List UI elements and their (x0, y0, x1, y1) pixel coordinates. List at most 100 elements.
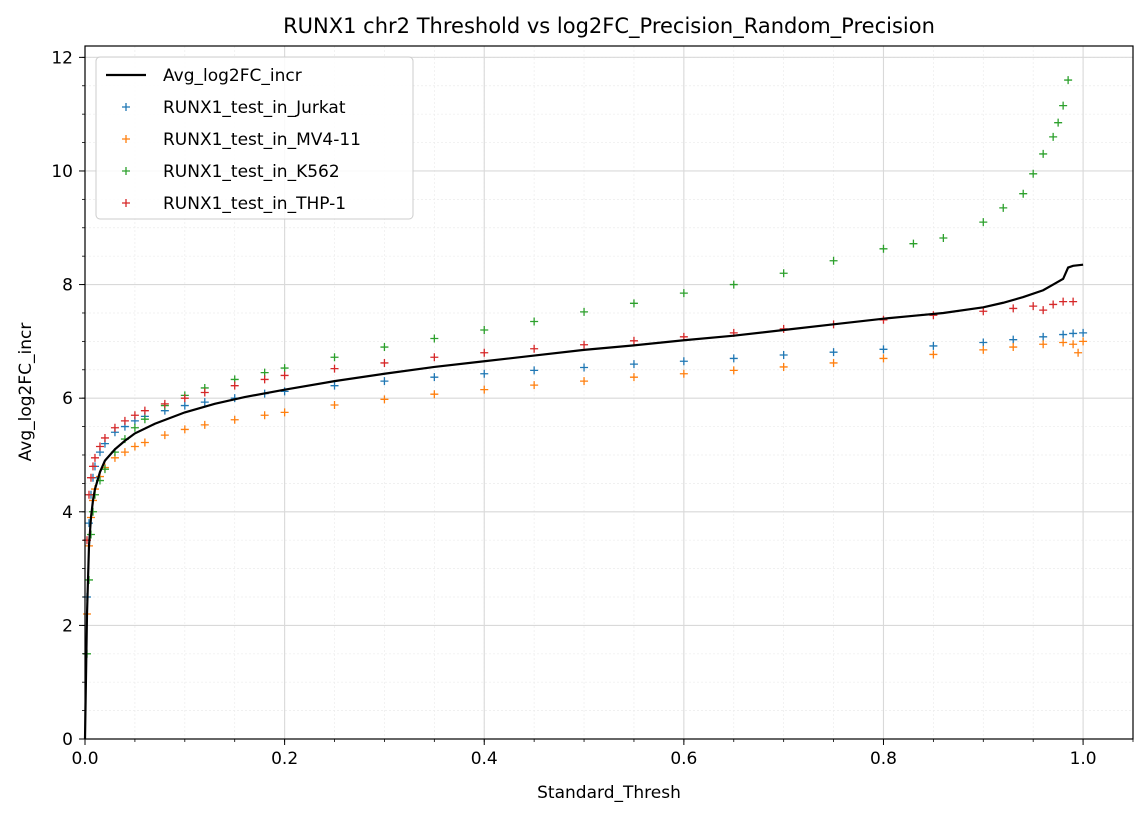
data-point (1079, 337, 1088, 346)
legend-marker (122, 135, 130, 143)
y-tick-label: 0 (62, 730, 73, 750)
data-point (88, 462, 97, 471)
data-point (580, 340, 589, 349)
data-point (979, 218, 988, 227)
data-point (729, 366, 738, 375)
data-point (380, 377, 389, 386)
data-point (330, 400, 339, 409)
data-point (160, 399, 169, 408)
data-point (829, 348, 838, 357)
data-point (200, 398, 209, 407)
series-4 (82, 297, 1078, 545)
data-point (480, 348, 489, 357)
data-point (330, 353, 339, 362)
data-point (90, 453, 99, 462)
data-point (979, 307, 988, 316)
data-point (120, 448, 129, 457)
data-point (140, 438, 149, 447)
data-point (1074, 348, 1083, 357)
data-point (1049, 300, 1058, 309)
data-point (140, 415, 149, 424)
data-point (100, 433, 109, 442)
data-point (330, 381, 339, 390)
y-axis-label: Avg_log2FC_incr (16, 323, 36, 462)
series-3 (82, 76, 1073, 658)
avg-line (83, 263, 1084, 740)
data-point (679, 369, 688, 378)
data-point (1054, 118, 1063, 127)
legend: Avg_log2FC_incr RUNX1_test_in_Jurkat RUNX1… (95, 56, 414, 220)
data-point (480, 369, 489, 378)
data-point (909, 239, 918, 248)
data-point (979, 338, 988, 347)
data-point (130, 423, 139, 432)
data-point (1069, 297, 1078, 306)
x-tick-label: 0.8 (870, 749, 897, 769)
x-tick-label: 0.4 (471, 749, 498, 769)
data-point (1039, 332, 1048, 341)
data-point (180, 401, 189, 410)
data-point (879, 345, 888, 354)
data-point (200, 388, 209, 397)
data-point (1059, 297, 1068, 306)
legend-marker (122, 199, 130, 207)
data-point (629, 373, 638, 382)
data-point (530, 317, 539, 326)
data-point (779, 269, 788, 278)
x-tick-label: 1.0 (1070, 749, 1097, 769)
data-point (679, 289, 688, 298)
y-tick-label: 12 (51, 48, 73, 68)
chart-title: RUNX1 chr2 Threshold vs log2FC_Precision… (283, 14, 935, 39)
y-tick-label: 4 (62, 503, 73, 523)
data-point (779, 351, 788, 360)
data-point (879, 244, 888, 253)
data-point (380, 358, 389, 367)
data-point (260, 411, 269, 420)
y-tick-label: 8 (62, 276, 73, 296)
data-point (929, 350, 938, 359)
data-point (130, 411, 139, 420)
data-point (1049, 132, 1058, 141)
x-axis-label: Standard_Thresh (537, 783, 681, 803)
y-tick-label: 2 (62, 616, 73, 636)
legend-label: Avg_log2FC_incr (163, 66, 302, 86)
data-point (130, 442, 139, 451)
data-point (1019, 189, 1028, 198)
y-tick-label: 6 (62, 389, 73, 409)
data-point (280, 364, 289, 373)
data-point (879, 354, 888, 363)
data-point (430, 334, 439, 343)
x-tick-label: 0.6 (670, 749, 697, 769)
data-point (230, 415, 239, 424)
data-point (929, 341, 938, 350)
plot-frame (84, 45, 1134, 740)
data-point (1039, 306, 1048, 315)
data-point (580, 307, 589, 316)
data-point (1009, 335, 1018, 344)
data-point (729, 354, 738, 363)
data-point (979, 345, 988, 354)
legend-marker (122, 103, 130, 111)
data-point (1059, 101, 1068, 110)
data-point (1064, 76, 1073, 85)
data-point (729, 280, 738, 289)
legend-label: RUNX1_test_in_THP-1 (163, 194, 346, 214)
data-point (430, 373, 439, 382)
data-point (180, 394, 189, 403)
data-point (84, 490, 93, 499)
data-point (779, 362, 788, 371)
data-point (95, 442, 104, 451)
data-point (530, 381, 539, 390)
data-point (280, 408, 289, 417)
data-point (629, 360, 638, 369)
data-point (829, 358, 838, 367)
data-point (86, 473, 95, 482)
legend-label: RUNX1_test_in_Jurkat (163, 98, 346, 118)
data-point (1069, 329, 1078, 338)
data-point (629, 336, 638, 345)
data-point (480, 385, 489, 394)
data-point (1029, 169, 1038, 178)
x-tick-label: 0.0 (71, 749, 98, 769)
